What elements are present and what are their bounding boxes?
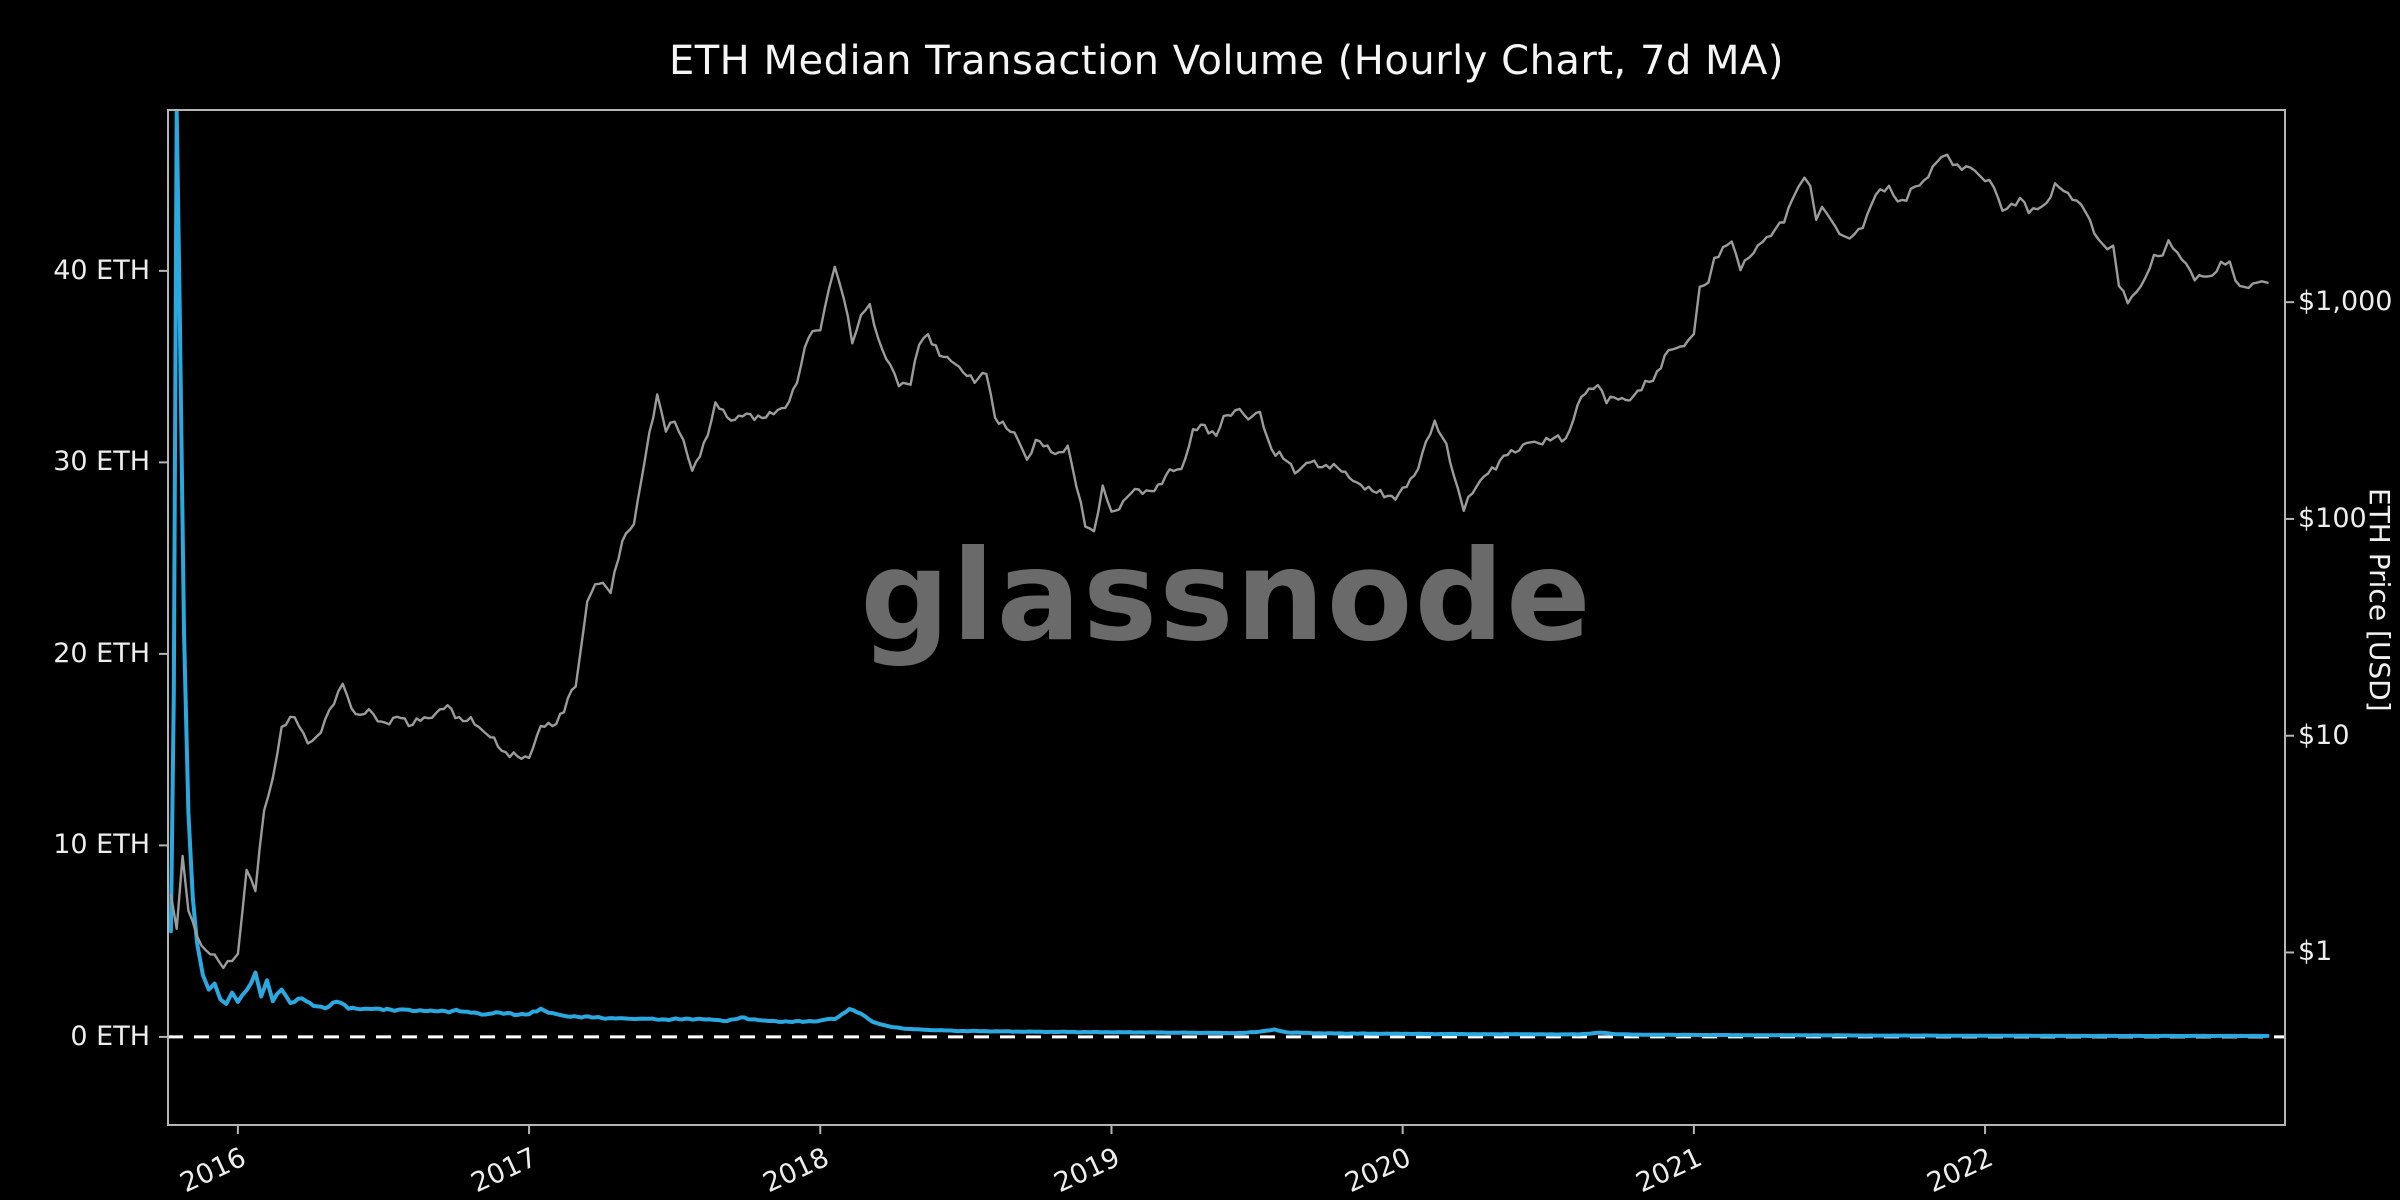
right-axis-title: ETH Price [USD]	[2363, 488, 2396, 712]
chart-title: ETH Median Transaction Volume (Hourly Ch…	[668, 38, 1785, 84]
plot-border	[167, 109, 2286, 1126]
median-tx-volume-line	[168, 109, 2270, 1038]
glassnode-watermark: glassnode	[860, 524, 1593, 669]
eth-price-line	[169, 153, 2269, 970]
